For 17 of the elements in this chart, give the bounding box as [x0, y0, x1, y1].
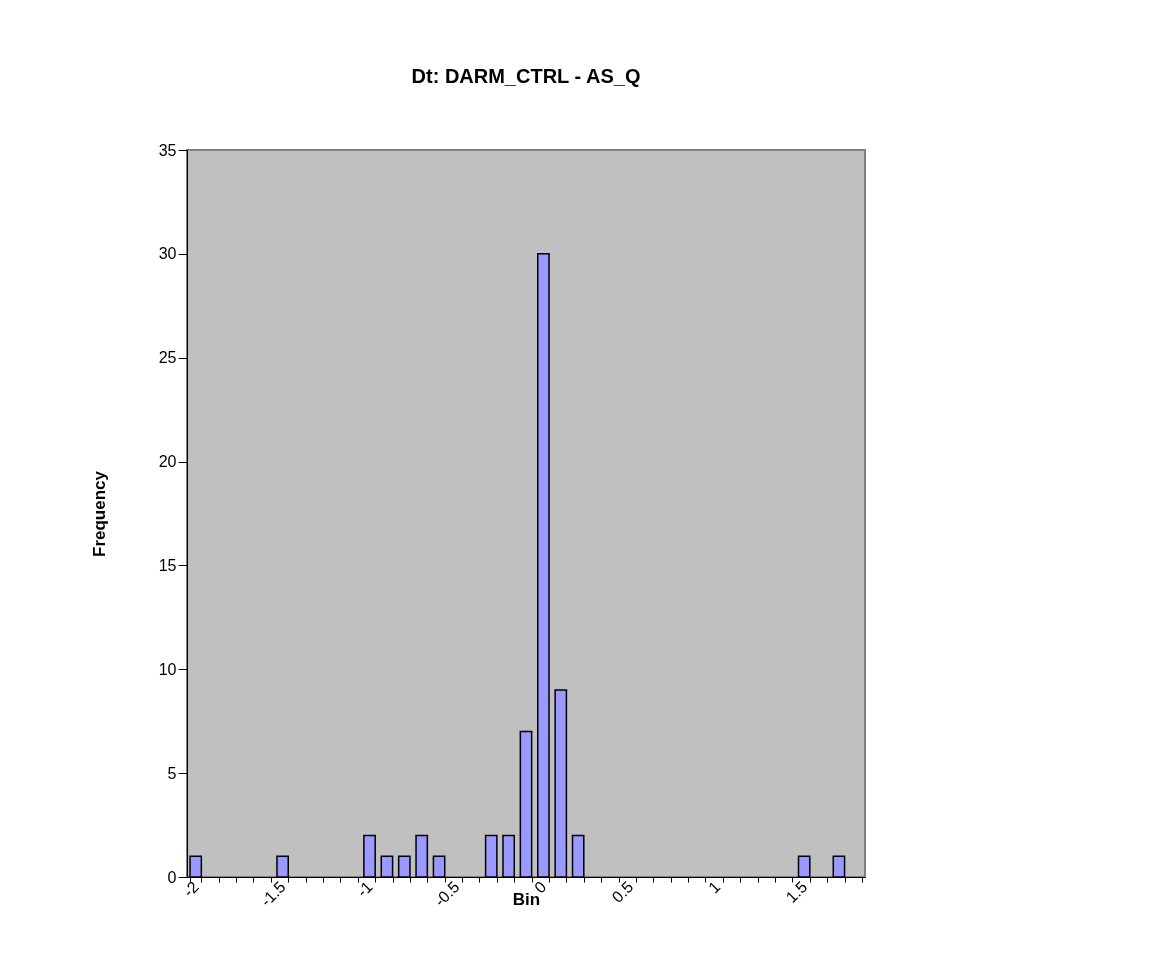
y-tick-label: 5 [167, 764, 177, 782]
x-tick-label: -2 [179, 878, 202, 901]
y-tick-label: 20 [158, 453, 177, 471]
x-tick-label: -1.5 [257, 878, 289, 910]
x-tick-label: 1.5 [782, 878, 811, 906]
y-axis-title: Frequency [89, 470, 109, 557]
y-tick-label: 30 [158, 245, 177, 263]
x-tick-label: -1 [353, 878, 376, 901]
x-tick-label: 0.5 [608, 878, 637, 906]
x-tick-label: -0.5 [431, 878, 463, 910]
y-tick-label: 15 [158, 556, 177, 574]
y-tick-label: 35 [158, 141, 177, 159]
y-tick-label: 25 [158, 349, 177, 367]
y-tick-label: 10 [158, 660, 177, 678]
x-tick-label: 1 [705, 878, 724, 897]
chart-title: Dt: DARM_CTRL - AS_Q [411, 65, 641, 87]
x-tick-label: 0 [531, 878, 550, 897]
